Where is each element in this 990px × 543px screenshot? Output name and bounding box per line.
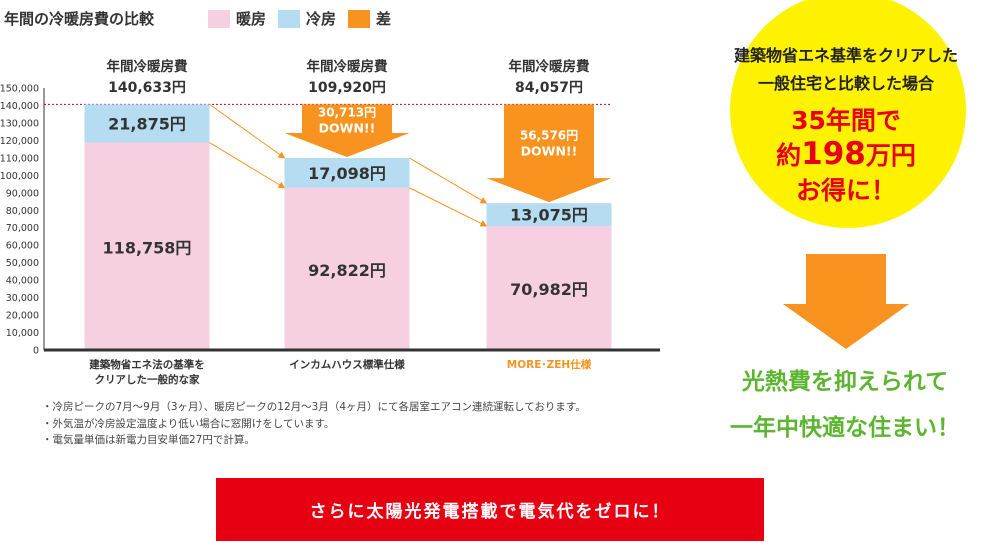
- x-category-label: MORE･ZEH仕様: [507, 358, 592, 371]
- legend-item-cooling: 冷房: [278, 8, 336, 29]
- y-tick-label: 20,000: [6, 311, 39, 322]
- total-header: 年間冷暖房費: [307, 58, 388, 75]
- difference-label: 30,713円: [318, 106, 376, 120]
- callout-amount-number: 198: [801, 136, 866, 172]
- footnote: ・外気温が冷房設定温度より低い場合に窓開けをしています。: [42, 417, 335, 430]
- y-tick-label: 10,000: [6, 328, 39, 339]
- footnote: ・冷房ピークの7月～9月（3ヶ月）、暖房ピークの12月～3月（4ヶ月）にて各居室…: [42, 401, 586, 413]
- legend-swatch-heating: [208, 9, 230, 28]
- y-tick-label: 50,000: [6, 258, 39, 269]
- data-label-cooling: 17,098円: [308, 164, 386, 183]
- callout-line-2: 一般住宅と比較した場合: [757, 74, 934, 93]
- y-tick-label: 120,000: [0, 136, 39, 147]
- bar-chart: 0 10,000 20,000 30,000 40,000 50,000 60,000 70,…: [0, 58, 660, 386]
- legend-swatch-difference: [348, 9, 371, 28]
- difference-label-down: DOWN!!: [319, 121, 376, 136]
- difference-arrow: [284, 104, 410, 158]
- y-tick-label: 80,000: [6, 206, 39, 217]
- legend-swatch-cooling: [278, 9, 301, 28]
- legend-label-heating: 暖房: [236, 10, 267, 28]
- bar-cooling: [486, 203, 612, 227]
- callout-line-1: 建築物省エネ基準をクリアした: [733, 46, 958, 65]
- data-label-heating: 70,982円: [510, 280, 588, 299]
- connector-arrow-heating: [409, 187, 488, 227]
- y-tick-label: 30,000: [6, 293, 39, 304]
- down-arrow-icon: [783, 254, 909, 349]
- legend-item-heating: 暖房: [208, 8, 266, 29]
- x-category-label: クリアした一般的な家: [95, 373, 200, 386]
- total-header: 年間冷暖房費: [107, 58, 188, 75]
- callout-benefit: お得に！: [795, 176, 896, 205]
- x-category-label: 建築物省エネ法の基準を: [88, 358, 205, 371]
- y-tick-label: 70,000: [6, 223, 39, 234]
- total-label: 140,633円: [108, 80, 186, 96]
- y-tick-label: 130,000: [0, 118, 39, 129]
- difference-label-down: DOWN!!: [521, 143, 578, 158]
- y-tick-label: 90,000: [6, 188, 39, 199]
- y-tick-label: 100,000: [0, 171, 39, 182]
- total-label: 109,920円: [308, 80, 386, 96]
- solar-banner: さらに太陽光発電搭載で電気代をゼロに！: [216, 478, 764, 541]
- conclusion-line-1: 光熱費を抑えられて: [741, 369, 949, 395]
- data-label-cooling: 21,875円: [108, 114, 186, 133]
- banner-text: さらに太陽光発電搭載で電気代をゼロに！: [309, 502, 671, 522]
- connector-arrow-total: [209, 103, 286, 159]
- difference-label: 56,576円: [520, 128, 578, 142]
- legend-label-difference: 差: [376, 10, 392, 28]
- bar-cooling: [84, 104, 210, 143]
- callout-amount-unit: 万円: [865, 141, 916, 170]
- bar-heating: [486, 226, 612, 350]
- callout-years: 35年間で: [791, 106, 901, 135]
- footnotes: ・冷房ピークの7月～9月（3ヶ月）、暖房ピークの12月～3月（4ヶ月）にて各居室…: [42, 399, 586, 449]
- conclusion-line-2: 一年中快適な住まい！: [730, 415, 960, 441]
- callout-circle: [730, 0, 966, 228]
- y-tick-label: 110,000: [0, 153, 39, 164]
- callout-amount-prefix: 約: [776, 141, 802, 170]
- total-label: 84,057円: [515, 80, 583, 96]
- y-tick-label: 150,000: [0, 84, 39, 95]
- callout-amount: 約198万円: [700, 139, 990, 171]
- x-category-label: インカムハウス標準仕様: [289, 358, 405, 371]
- legend-item-difference: 差: [348, 8, 391, 29]
- y-tick-label: 60,000: [6, 241, 39, 252]
- bar-heating: [84, 142, 210, 350]
- total-header: 年間冷暖房費: [509, 58, 590, 75]
- y-tick-label: 140,000: [0, 101, 39, 112]
- connector-arrow-total: [409, 157, 488, 204]
- difference-arrow: [486, 104, 612, 203]
- connector-arrow-heating: [209, 142, 286, 189]
- legend-label-cooling: 冷房: [306, 10, 337, 28]
- legend: 暖房 冷房 差: [208, 8, 391, 29]
- footnote: ・電気量単価は新電力目安単価27円で計算。: [42, 434, 255, 446]
- data-label-heating: 118,758円: [103, 238, 192, 257]
- chart-title: 年間の冷暖房費の比較: [4, 10, 155, 28]
- bar-heating: [284, 187, 410, 350]
- y-tick-label: 40,000: [6, 276, 39, 287]
- data-label-heating: 92,822円: [308, 261, 386, 280]
- savings-callout: 建築物省エネ基準をクリアした 一般住宅と比較した場合 35年間で 約198万円 …: [700, 0, 990, 260]
- bar-cooling: [284, 158, 410, 188]
- data-label-cooling: 13,075円: [510, 206, 588, 225]
- y-tick-label: 0: [33, 346, 39, 357]
